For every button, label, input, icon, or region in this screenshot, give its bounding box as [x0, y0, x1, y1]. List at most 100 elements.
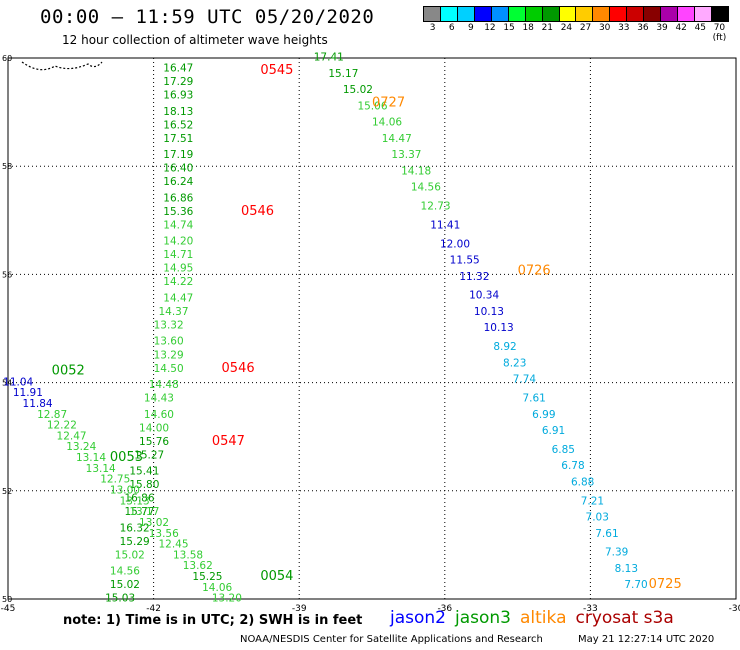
scale-cell	[576, 7, 594, 21]
wave-height-value: 10.13	[484, 322, 514, 334]
scale-label: 24	[560, 23, 573, 33]
wave-height-value: 15.02	[110, 579, 140, 591]
coastline-fragment	[21, 61, 103, 71]
wave-height-value: 16.93	[163, 90, 193, 102]
wave-height-value: 13.37	[391, 149, 421, 161]
scale-cell	[491, 7, 509, 21]
wave-height-value: 7.21	[581, 495, 604, 507]
wave-height-value: 13.02	[139, 517, 169, 529]
wave-height-value: 14.71	[163, 249, 193, 261]
wave-height-value: 17.19	[163, 149, 193, 161]
satellite-name: jason2	[390, 608, 446, 628]
wave-height-value: 10.13	[474, 306, 504, 318]
wave-height-value: 13.24	[66, 441, 96, 453]
pass-time-label: 0726	[518, 263, 551, 278]
color-scale-bar	[423, 6, 729, 22]
scale-cell	[627, 7, 645, 21]
y-tick-label: 60	[2, 54, 12, 63]
x-tick-label: -33	[583, 604, 598, 614]
pass-time-label: 0054	[260, 569, 293, 584]
wave-height-value: 16.47	[163, 63, 193, 75]
scale-cell	[559, 7, 577, 21]
chart-ticks: -45 -42 -39 -36 -33 -30 50 52 54 56 58 60	[1, 54, 740, 614]
wave-height-value: 11.41	[430, 219, 460, 231]
wave-height-value: 15.80	[129, 479, 159, 491]
x-tick-label: -36	[437, 604, 452, 614]
pass-time-label: 0725	[649, 577, 682, 592]
wave-height-value: 16.32	[120, 522, 150, 534]
scale-label: 39	[656, 23, 668, 33]
x-tick-label: -42	[146, 604, 161, 614]
wave-height-value: 14.50	[154, 363, 184, 375]
scale-label: 30	[598, 23, 611, 33]
scale-cell	[610, 7, 628, 21]
wave-height-value: 6.99	[532, 409, 555, 421]
footer-note: note: 1) Time is in UTC; 2) SWH is in fe…	[63, 613, 363, 628]
wave-height-value: 11.55	[450, 255, 480, 267]
wave-height-value: 13.58	[173, 549, 203, 561]
pass-time-label: 0546	[222, 361, 255, 376]
y-tick-label: 58	[2, 162, 12, 171]
x-tick-label: -30	[729, 604, 740, 614]
wave-height-value: 15.41	[129, 466, 159, 478]
color-scale-legend: 3 6 9 12 15 18 21 24 27 30 33 36 39 42 45 70 (ft)	[423, 6, 729, 43]
wave-height-value: 14.60	[144, 409, 174, 421]
wave-height-value: 16.86	[163, 192, 193, 204]
scale-label: 33	[618, 23, 630, 33]
pass-time-label: 0053	[110, 450, 143, 465]
wave-height-value: 14.37	[158, 306, 188, 318]
wave-height-value: 15.27	[134, 449, 164, 461]
scale-cell	[440, 7, 458, 21]
scale-label: 70 (ft)	[712, 23, 727, 43]
scale-label: 18	[522, 23, 534, 33]
wave-height-value: 15.06	[357, 100, 387, 112]
wave-height-value: 6.85	[552, 444, 575, 456]
wave-height-value: 15.36	[163, 206, 193, 218]
generated-timestamp: May 21 12:27:14 UTC 2020	[578, 634, 715, 645]
scale-label: 21	[541, 23, 554, 33]
wave-height-value: 18.13	[163, 106, 193, 118]
wave-height-value: 13.00	[110, 485, 140, 497]
wave-height-value: 14.43	[144, 393, 174, 405]
chart-title: 00:00 – 11:59 UTC 05/20/2020	[40, 6, 375, 28]
scale-cell	[474, 7, 492, 21]
wave-height-value: 13.56	[149, 528, 179, 540]
wave-height-value: 14.18	[401, 165, 431, 177]
chart-grid	[8, 58, 736, 599]
pass-time-label: 0547	[212, 434, 245, 449]
y-tick-label: 52	[2, 487, 12, 496]
scale-label: 42	[675, 23, 687, 33]
x-tick-label: -45	[1, 604, 16, 614]
scale-cell	[593, 7, 611, 21]
wave-height-value: 14.06	[202, 582, 232, 594]
wave-height-value: 6.78	[561, 460, 584, 472]
wave-height-value: 16.40	[163, 163, 193, 175]
y-tick-label: 56	[2, 270, 12, 279]
wave-height-value: 13.60	[154, 336, 184, 348]
wave-height-value: 7.70	[624, 579, 647, 591]
wave-height-value: 14.95	[163, 263, 193, 275]
scale-label: 15	[503, 23, 515, 33]
plot-frame	[7, 57, 737, 600]
wave-height-value: 11.32	[459, 271, 489, 283]
wave-height-value: 6.91	[542, 425, 565, 437]
pass-time-label: 0546	[241, 204, 274, 219]
x-tick-label: -39	[292, 604, 307, 614]
scale-cell	[457, 7, 475, 21]
wave-height-value: 6.88	[571, 476, 594, 488]
wave-height-value: 13.14	[86, 463, 116, 475]
satellite-name: altika	[520, 608, 567, 628]
scale-cell	[508, 7, 526, 21]
wave-height-value: 17.29	[163, 76, 193, 88]
wave-height-value: 15.76	[139, 436, 169, 448]
wave-height-value: 14.74	[163, 219, 193, 231]
wave-height-value: 16.86	[124, 493, 154, 505]
wave-height-value: 12.00	[440, 238, 470, 250]
scale-cell	[711, 7, 728, 21]
wave-height-value: 14.56	[110, 566, 140, 578]
wave-height-value: 12.75	[100, 474, 130, 486]
wave-height-value: 15.17	[328, 68, 358, 80]
wave-height-value: 13.32	[154, 320, 184, 332]
wave-height-value: 7.61	[595, 528, 618, 540]
